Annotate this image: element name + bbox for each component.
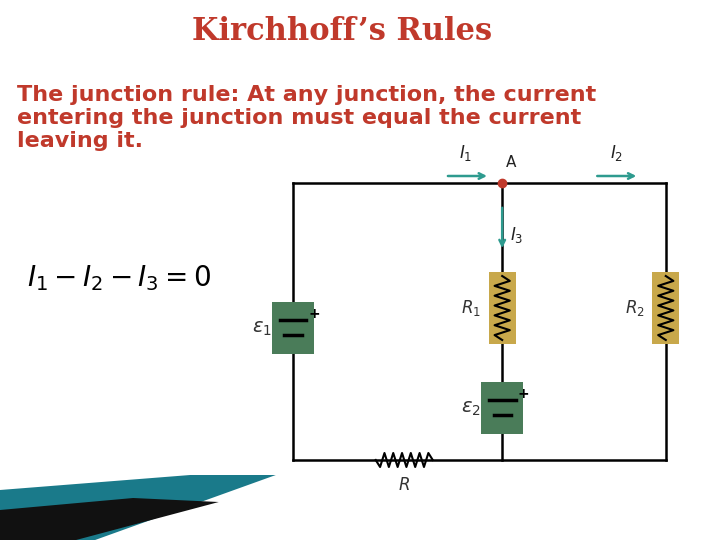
Text: $\varepsilon_1$: $\varepsilon_1$ — [252, 319, 272, 338]
Text: $I_1$: $I_1$ — [459, 143, 473, 163]
Text: $R_2$: $R_2$ — [625, 298, 645, 318]
Text: $I_2$: $I_2$ — [610, 143, 623, 163]
Text: A: A — [506, 155, 516, 170]
Polygon shape — [0, 498, 219, 540]
Text: Kirchhoff’s Rules: Kirchhoff’s Rules — [192, 17, 492, 48]
Text: $\varepsilon_2$: $\varepsilon_2$ — [462, 399, 481, 417]
Bar — [652, 272, 679, 344]
Text: $I_3$: $I_3$ — [510, 225, 523, 245]
Text: $R$: $R$ — [398, 476, 410, 494]
Text: +: + — [518, 387, 529, 401]
Text: The junction rule: At any junction, the current
entering the junction must equal: The junction rule: At any junction, the … — [17, 85, 596, 151]
Text: +: + — [308, 307, 320, 321]
Text: $R_1$: $R_1$ — [462, 298, 481, 318]
Polygon shape — [0, 475, 276, 540]
Bar — [489, 272, 516, 344]
Bar — [481, 382, 523, 434]
Bar — [272, 302, 314, 354]
Text: $I_1 - I_2 - I_3 = 0$: $I_1 - I_2 - I_3 = 0$ — [27, 263, 211, 293]
